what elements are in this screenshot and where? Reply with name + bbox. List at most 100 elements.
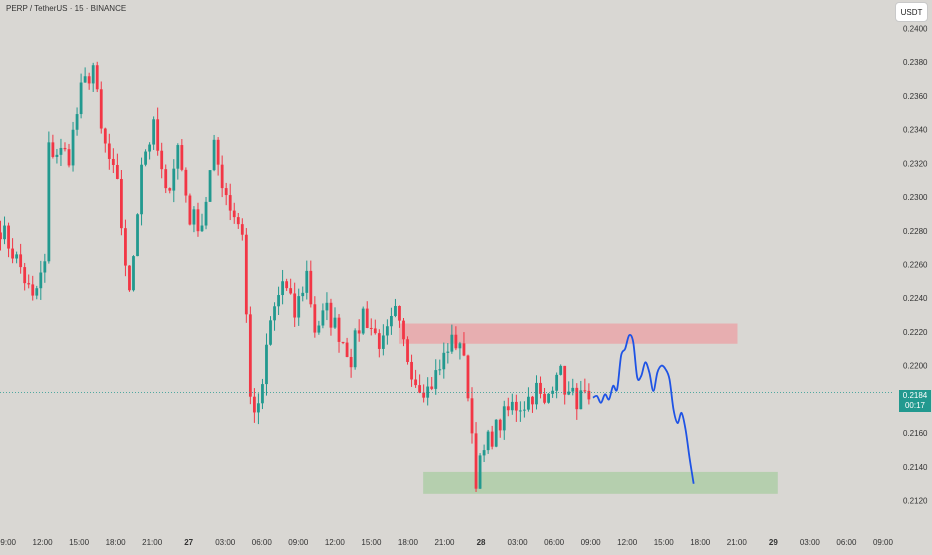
zones-layer	[398, 323, 778, 494]
candle-body	[132, 256, 135, 291]
candle-body	[156, 119, 160, 151]
candle-body	[160, 150, 164, 170]
candle-body	[43, 261, 47, 273]
candle-body	[402, 320, 405, 340]
candle-body	[365, 308, 369, 328]
candle-body	[248, 314, 252, 397]
candle-body	[329, 302, 333, 328]
candle-body	[95, 65, 99, 90]
candle-body	[470, 398, 474, 434]
candle-body	[220, 164, 224, 189]
y-tick-label: 0.2340	[903, 126, 928, 135]
candle-body	[51, 142, 55, 157]
candle-body	[297, 296, 301, 318]
projection-path	[592, 334, 695, 484]
candle-body	[124, 228, 127, 266]
candle-body	[277, 295, 280, 307]
candle-body	[345, 342, 349, 357]
candle-body	[71, 129, 75, 166]
resistance-zone	[398, 323, 738, 344]
candle-body	[579, 390, 583, 410]
candle-body	[15, 254, 19, 259]
y-tick-label: 0.2300	[903, 193, 928, 202]
candles-layer	[0, 61, 591, 492]
candle-body	[103, 128, 107, 144]
x-tick-label: 12:00	[325, 538, 346, 547]
candle-body	[494, 419, 498, 447]
candle-body	[11, 248, 14, 259]
candle-body	[252, 396, 256, 413]
candle-body	[168, 188, 172, 191]
y-tick-label: 0.2200	[903, 362, 928, 371]
candle-body	[83, 76, 87, 83]
candle-body	[204, 201, 208, 226]
candle-body	[3, 225, 6, 240]
candle-body	[539, 382, 542, 394]
candle-body	[27, 283, 31, 285]
x-tick-label: 28	[477, 538, 486, 547]
candle-body	[567, 391, 571, 395]
candle-body	[518, 410, 522, 412]
candle-body	[583, 390, 587, 392]
x-tick-label: 21:00	[142, 538, 163, 547]
candle-body	[144, 151, 147, 165]
candle-body	[176, 145, 180, 169]
candle-body	[301, 292, 305, 297]
candle-body	[385, 326, 389, 336]
candle-body	[357, 330, 361, 334]
candle-body	[543, 393, 546, 403]
candle-body	[87, 76, 91, 84]
candle-body	[377, 333, 381, 349]
candle-body	[236, 217, 240, 225]
symbol-label: PERP / TetherUS · 15 · BINANCE	[6, 4, 127, 13]
candle-body	[0, 232, 2, 240]
candle-body	[120, 178, 123, 229]
candle-body	[341, 341, 345, 343]
currency-button[interactable]: USDT	[895, 2, 928, 22]
candle-body	[79, 82, 83, 115]
y-tick-label: 0.2360	[903, 92, 928, 101]
x-tick-label: 21:00	[434, 538, 455, 547]
x-tick-label: 18:00	[690, 538, 711, 547]
candle-body	[535, 382, 538, 405]
candle-body	[164, 169, 168, 189]
candle-body	[394, 305, 397, 316]
candle-body	[466, 355, 470, 399]
candle-body	[200, 225, 204, 232]
candle-body	[313, 304, 317, 333]
candle-body	[232, 210, 236, 218]
candle-body	[381, 335, 385, 349]
candle-body	[490, 431, 494, 447]
candle-body	[547, 393, 550, 403]
candle-body	[373, 328, 377, 334]
candle-body	[47, 142, 51, 262]
candle-body	[514, 401, 518, 411]
candle-body	[285, 281, 289, 289]
x-axis: 09:00 12:00 15:00 18:00 21:00 27 03:00 06:00 09:…	[0, 538, 894, 547]
candle-body	[563, 365, 567, 395]
candle-body	[39, 272, 43, 289]
candle-body	[587, 390, 591, 400]
candle-body	[265, 344, 268, 385]
candle-body	[228, 195, 232, 211]
candle-body	[184, 169, 188, 196]
candle-body	[257, 403, 260, 413]
x-tick-label: 03:00	[508, 538, 529, 547]
y-tick-label: 0.2120	[903, 497, 928, 506]
x-tick-label: 18:00	[398, 538, 419, 547]
current-price-value: 0.2184	[902, 391, 928, 400]
candle-body	[55, 154, 59, 157]
y-tick-label: 0.2400	[903, 24, 928, 33]
candle-body	[35, 288, 39, 296]
y-tick-label: 0.2220	[903, 328, 928, 337]
candle-body	[414, 379, 417, 386]
candle-body	[180, 145, 184, 170]
lines-layer	[0, 334, 893, 484]
candle-body	[23, 267, 27, 284]
candle-body	[478, 455, 482, 489]
countdown-timer: 00:17	[904, 401, 926, 410]
candle-body	[458, 343, 462, 349]
candle-body	[244, 234, 248, 315]
